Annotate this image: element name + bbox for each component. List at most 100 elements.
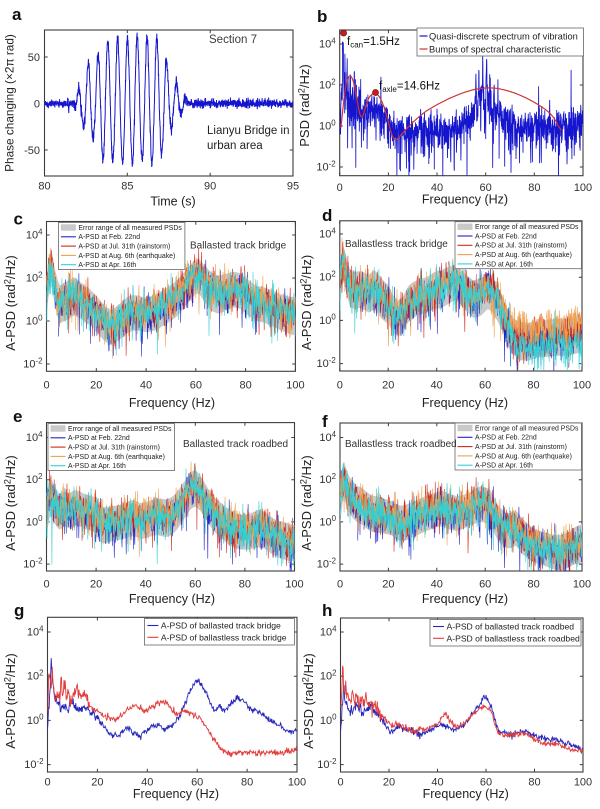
svg-text:80: 80	[527, 380, 539, 392]
svg-text:A-PSD (rad2/Hz): A-PSD (rad2/Hz)	[298, 255, 315, 351]
svg-text:40: 40	[431, 777, 443, 789]
svg-text:80: 80	[528, 182, 540, 194]
svg-text:20: 20	[91, 777, 103, 789]
svg-text:20: 20	[382, 182, 394, 194]
svg-text:a: a	[12, 5, 22, 24]
svg-text:60: 60	[480, 182, 492, 194]
svg-text:100: 100	[286, 380, 304, 392]
svg-text:Ballasted track bridge: Ballasted track bridge	[190, 241, 287, 252]
svg-text:A-PSD (rad2/Hz): A-PSD (rad2/Hz)	[2, 455, 19, 551]
svg-text:d: d	[322, 206, 332, 225]
svg-text:95: 95	[287, 181, 299, 193]
svg-text:e: e	[13, 407, 22, 426]
svg-text:40: 40	[141, 777, 153, 789]
svg-text:80: 80	[239, 579, 251, 591]
svg-text:A-PSD at Jul. 31th (rainstorm): A-PSD at Jul. 31th (rainstorm)	[475, 444, 567, 451]
svg-text:A-PSD at Jul. 31th (rainstorm): A-PSD at Jul. 31th (rainstorm)	[78, 244, 170, 251]
svg-text:A-PSD of ballasted track roadb: A-PSD of ballasted track roadbed	[447, 622, 575, 632]
svg-text:Frequency (Hz): Frequency (Hz)	[129, 396, 215, 410]
svg-text:100: 100	[574, 182, 592, 194]
svg-text:Frequency (Hz): Frequency (Hz)	[129, 592, 215, 606]
svg-text:A-PSD at Feb. 22nd: A-PSD at Feb. 22nd	[68, 435, 130, 442]
svg-text:0: 0	[337, 777, 343, 789]
svg-text:A-PSD (rad2/Hz): A-PSD (rad2/Hz)	[2, 653, 19, 749]
svg-text:Error range of all measured PS: Error range of all measured PSDs	[68, 426, 172, 433]
svg-text:60: 60	[190, 380, 202, 392]
svg-text:100: 100	[574, 777, 592, 789]
svg-text:-50: -50	[24, 145, 40, 157]
svg-text:A-PSD of ballastless track roa: A-PSD of ballastless track roadbed	[447, 633, 580, 643]
svg-text:f: f	[322, 412, 328, 431]
svg-text:A-PSD of ballasted track bridg: A-PSD of ballasted track bridge	[161, 621, 281, 631]
svg-text:20: 20	[382, 579, 394, 591]
svg-text:Quasi-discrete spectrum of vib: Quasi-discrete spectrum of vibration	[429, 31, 578, 41]
svg-text:Frequency (Hz): Frequency (Hz)	[422, 396, 508, 410]
svg-text:Error range of all measured PS: Error range of all measured PSDs	[475, 224, 579, 231]
svg-text:40: 40	[431, 579, 443, 591]
svg-text:A-PSD at Aug. 6th (earthquake): A-PSD at Aug. 6th (earthquake)	[475, 453, 572, 460]
svg-text:Time (s): Time (s)	[150, 195, 195, 209]
svg-text:0: 0	[337, 579, 343, 591]
svg-text:20: 20	[382, 380, 394, 392]
svg-text:Error range of all measured PS: Error range of all measured PSDs	[78, 225, 182, 232]
svg-text:PSD (rad2/Hz): PSD (rad2/Hz)	[296, 64, 313, 147]
svg-text:A-PSD at Apr. 16th: A-PSD at Apr. 16th	[475, 463, 533, 470]
svg-text:g: g	[14, 601, 24, 620]
svg-text:80: 80	[528, 777, 540, 789]
svg-text:90: 90	[204, 181, 216, 193]
svg-text:100: 100	[288, 777, 306, 789]
svg-text:80: 80	[239, 380, 251, 392]
svg-text:Phase changing (×2π rad): Phase changing (×2π rad)	[3, 34, 17, 172]
svg-text:Ballastless track roadbed: Ballastless track roadbed	[345, 439, 457, 450]
svg-text:A-PSD (rad2/Hz): A-PSD (rad2/Hz)	[298, 455, 315, 551]
svg-text:60: 60	[479, 579, 491, 591]
svg-text:c: c	[14, 210, 23, 229]
svg-text:Bumps of spectral characterist: Bumps of spectral characteristic	[429, 44, 561, 54]
svg-text:A-PSD at Apr. 16th: A-PSD at Apr. 16th	[68, 463, 126, 470]
svg-text:40: 40	[431, 182, 443, 194]
svg-text:A-PSD at Apr. 16th: A-PSD at Apr. 16th	[78, 262, 136, 269]
svg-text:20: 20	[383, 777, 395, 789]
svg-text:A-PSD at Feb. 22nd: A-PSD at Feb. 22nd	[475, 435, 537, 442]
svg-text:A-PSD at Apr. 16th: A-PSD at Apr. 16th	[475, 261, 533, 268]
svg-text:20: 20	[90, 579, 102, 591]
svg-text:Ballastless track bridge: Ballastless track bridge	[345, 239, 448, 250]
svg-text:Frequency (Hz): Frequency (Hz)	[133, 787, 219, 801]
svg-text:60: 60	[480, 777, 492, 789]
svg-text:0: 0	[337, 380, 343, 392]
svg-text:0: 0	[337, 182, 343, 194]
svg-text:20: 20	[90, 380, 102, 392]
svg-text:60: 60	[479, 380, 491, 392]
svg-text:40: 40	[140, 380, 152, 392]
svg-text:A-PSD at Jul. 31th (rainstorm): A-PSD at Jul. 31th (rainstorm)	[68, 445, 160, 452]
svg-text:85: 85	[121, 181, 133, 193]
svg-text:Lianyu Bridge in: Lianyu Bridge in	[207, 125, 289, 137]
svg-text:A-PSD of ballastless track bri: A-PSD of ballastless track bridge	[161, 632, 287, 642]
svg-text:80: 80	[38, 181, 50, 193]
svg-text:Frequency (Hz): Frequency (Hz)	[422, 592, 508, 606]
svg-text:60: 60	[189, 579, 201, 591]
svg-text:Frequency (Hz): Frequency (Hz)	[422, 193, 508, 207]
svg-text:0: 0	[34, 98, 40, 110]
svg-text:50: 50	[28, 52, 40, 64]
svg-text:A-PSD at Feb. 22nd: A-PSD at Feb. 22nd	[475, 233, 537, 240]
svg-text:A-PSD (rad2/Hz): A-PSD (rad2/Hz)	[300, 653, 317, 749]
svg-text:Ballasted track roadbed: Ballasted track roadbed	[183, 439, 288, 450]
svg-text:0: 0	[43, 380, 49, 392]
svg-text:A-PSD at Aug. 6th (earthquake): A-PSD at Aug. 6th (earthquake)	[78, 253, 175, 260]
svg-text:0: 0	[43, 579, 49, 591]
svg-text:Frequency (Hz): Frequency (Hz)	[423, 787, 509, 801]
svg-text:60: 60	[191, 777, 203, 789]
svg-text:A-PSD at Aug. 6th (earthquake): A-PSD at Aug. 6th (earthquake)	[68, 454, 165, 461]
svg-text:80: 80	[527, 579, 539, 591]
svg-text:h: h	[322, 601, 332, 620]
svg-text:A-PSD (rad2/Hz): A-PSD (rad2/Hz)	[2, 255, 19, 351]
svg-text:40: 40	[140, 579, 152, 591]
svg-text:Error range of all measured PS: Error range of all measured PSDs	[475, 425, 579, 432]
svg-text:100: 100	[573, 579, 591, 591]
svg-text:100: 100	[573, 380, 591, 392]
svg-text:0: 0	[44, 777, 50, 789]
svg-text:b: b	[317, 7, 327, 26]
svg-text:A-PSD at Jul. 31th (rainstorm): A-PSD at Jul. 31th (rainstorm)	[475, 243, 567, 250]
svg-text:A-PSD at Feb. 22nd: A-PSD at Feb. 22nd	[78, 234, 140, 241]
